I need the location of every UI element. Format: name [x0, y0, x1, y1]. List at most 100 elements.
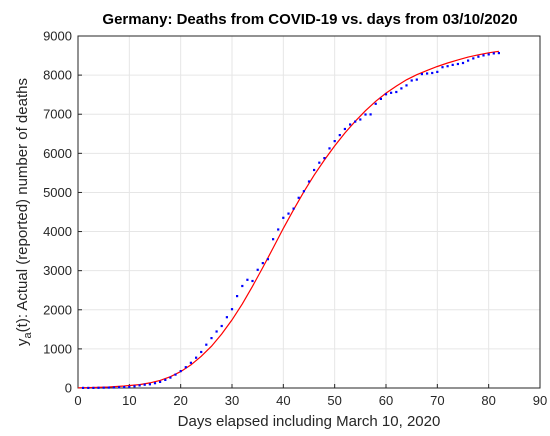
- data-point: [482, 54, 485, 57]
- data-point: [169, 376, 172, 379]
- data-point: [102, 386, 105, 389]
- x-axis-label: Days elapsed including March 10, 2020: [178, 413, 441, 430]
- data-point: [184, 366, 187, 369]
- data-point: [415, 78, 418, 81]
- data-point: [220, 324, 223, 328]
- data-point: [333, 140, 336, 143]
- data-point: [431, 71, 434, 75]
- data-point: [328, 147, 331, 150]
- data-point: [251, 279, 254, 283]
- data-point: [492, 52, 495, 55]
- y-tick-label: 3000: [43, 263, 72, 278]
- data-point: [354, 120, 357, 123]
- data-point: [364, 113, 367, 116]
- x-tick-label: 80: [481, 393, 495, 408]
- x-tick-label: 0: [74, 393, 81, 408]
- data-point: [107, 386, 110, 389]
- data-point: [420, 73, 423, 76]
- data-point: [349, 123, 352, 126]
- x-tick-label: 60: [379, 393, 393, 408]
- data-point: [174, 373, 177, 376]
- data-point: [410, 79, 413, 82]
- data-point: [256, 268, 259, 271]
- data-point: [436, 70, 439, 73]
- gridlines: [78, 36, 540, 388]
- y-tick-label: 1000: [43, 341, 72, 356]
- chart-title: Germany: Deaths from COVID-19 vs. days f…: [102, 11, 517, 28]
- data-point: [97, 386, 100, 389]
- plot-frame: [77, 35, 541, 389]
- data-point: [230, 308, 234, 311]
- x-tick-label: 10: [122, 393, 136, 408]
- x-tick-label: 40: [276, 393, 290, 408]
- data-point: [195, 356, 198, 359]
- data-point: [307, 180, 311, 183]
- x-axis-ticks: 0 10 20 30 40 50 60 70 80 90: [74, 384, 547, 408]
- data-point: [143, 383, 146, 386]
- x-tick-label: 50: [327, 393, 341, 408]
- y-axis-label: ya(t): Actual (reported) number of death…: [14, 78, 34, 346]
- data-point: [138, 384, 141, 387]
- fit-curve-layer: [77, 50, 499, 389]
- data-point: [205, 343, 208, 346]
- data-point: [302, 190, 305, 193]
- data-point: [451, 63, 454, 66]
- y-tick-label: 6000: [43, 146, 72, 161]
- data-point: [215, 330, 218, 333]
- data-point: [359, 118, 362, 121]
- data-point: [112, 386, 115, 389]
- data-point: [441, 66, 444, 69]
- data-point: [164, 378, 167, 381]
- data-point: [384, 93, 388, 96]
- data-point: [467, 59, 470, 62]
- data-point: [338, 134, 341, 137]
- data-point: [153, 382, 157, 385]
- data-point: [395, 90, 398, 94]
- y-axis-label-main: y: [14, 338, 31, 346]
- y-axis-label-rest: (t): Actual (reported) number of deaths: [14, 78, 31, 332]
- y-axis-label-subscript: a: [22, 331, 34, 338]
- data-point: [390, 91, 393, 94]
- data-point: [292, 207, 295, 210]
- y-tick-label: 7000: [43, 107, 72, 122]
- data-point: [266, 258, 269, 261]
- data-point: [405, 84, 408, 87]
- data-point: [282, 216, 285, 219]
- data-point: [148, 383, 151, 386]
- fit-curve: [77, 50, 499, 389]
- data-point: [92, 386, 95, 389]
- data-point: [82, 386, 85, 389]
- y-tick-label: 5000: [43, 185, 72, 200]
- data-point: [210, 337, 213, 340]
- data-point: [446, 65, 449, 68]
- data-point: [487, 53, 490, 56]
- data-point: [277, 228, 280, 231]
- data-point: [497, 52, 500, 55]
- y-tick-label: 0: [65, 381, 72, 396]
- data-point: [133, 385, 136, 388]
- data-point: [128, 385, 131, 388]
- data-point: [400, 87, 403, 90]
- data-point: [159, 380, 162, 383]
- y-tick-label: 8000: [43, 68, 72, 83]
- data-point: [461, 61, 465, 65]
- data-point: [241, 284, 244, 288]
- data-point: [318, 161, 321, 164]
- data-points-layer: [82, 52, 500, 389]
- data-point: [123, 386, 126, 389]
- data-point: [246, 278, 249, 281]
- data-point: [426, 72, 429, 75]
- data-point: [477, 55, 480, 58]
- data-point: [236, 295, 239, 298]
- data-point: [118, 386, 121, 389]
- data-point: [189, 361, 192, 364]
- data-point: [374, 102, 377, 105]
- x-tick-label: 90: [533, 393, 547, 408]
- data-point: [313, 168, 316, 172]
- data-point: [261, 262, 264, 265]
- data-point: [287, 212, 290, 215]
- x-tick-label: 30: [225, 393, 239, 408]
- data-point: [225, 316, 228, 319]
- data-point: [87, 386, 90, 389]
